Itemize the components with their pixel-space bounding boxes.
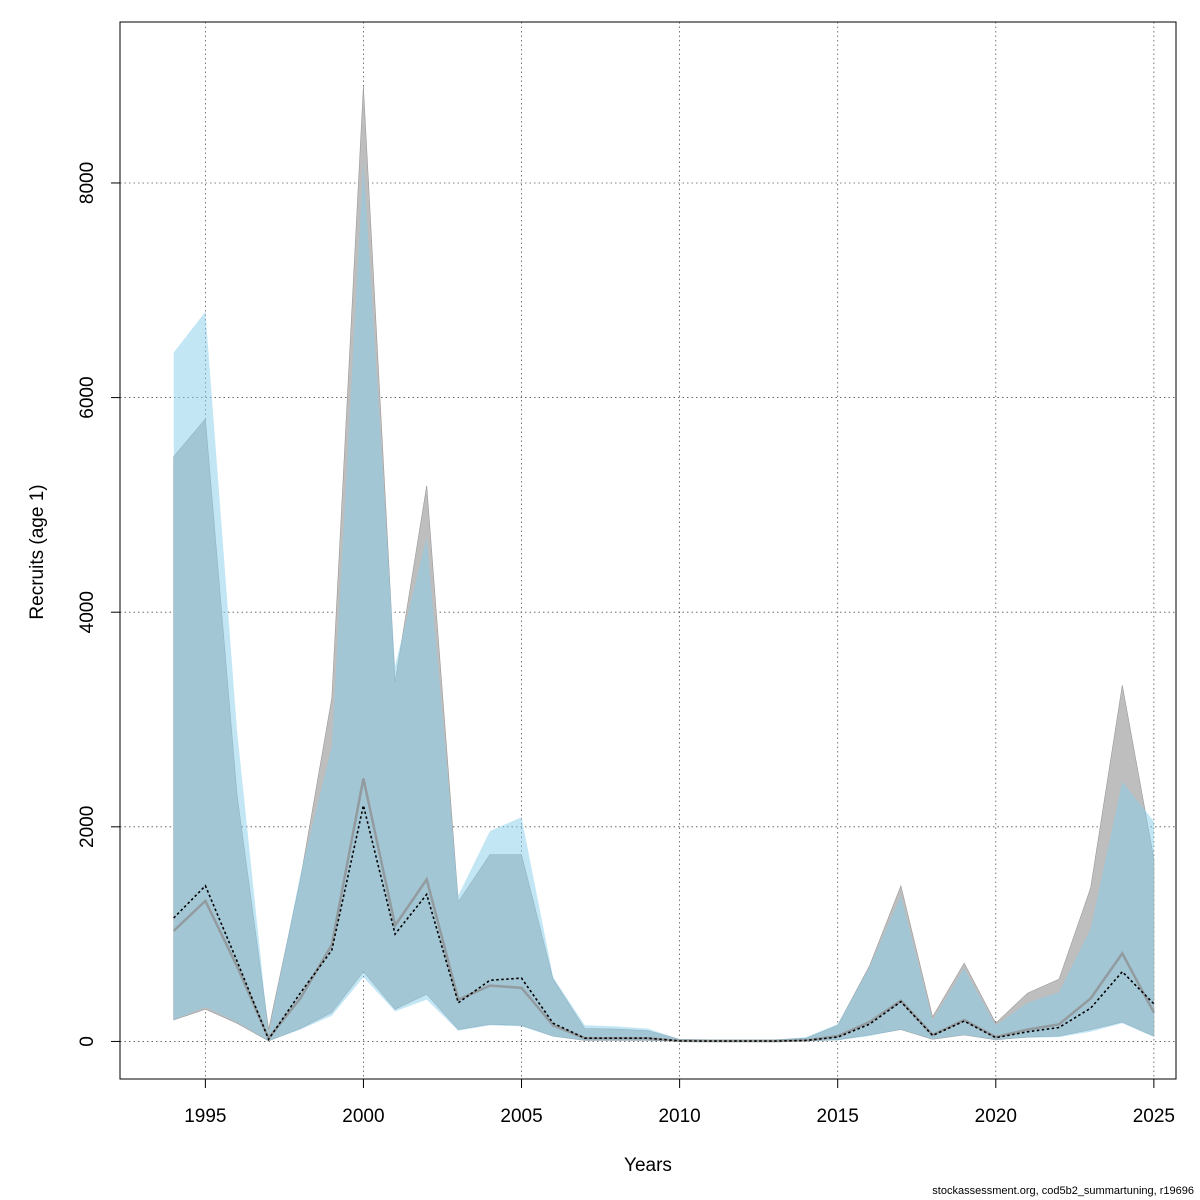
- grid-lines: [120, 22, 1176, 1079]
- estimate-lines: [172, 778, 1156, 1043]
- confidence-bands: [173, 86, 1155, 1042]
- x-tick-label-2005: 2005: [500, 1106, 542, 1127]
- footer-credit: stockassessment.org, cod5b2_summartuning…: [932, 1185, 1194, 1197]
- y-axis-title: Recruits (age 1): [27, 484, 48, 619]
- x-tick-label-2020: 2020: [975, 1106, 1017, 1127]
- plot-frame: [119, 21, 1177, 1080]
- axes: 1995 2000 2005 2010 2015 2020 2025 0 2000 4000 600…: [77, 162, 1175, 1127]
- y-tick-label-8000: 8000: [77, 162, 98, 204]
- y-tick-label-2000: 2000: [77, 806, 98, 848]
- x-tick-label-2015: 2015: [817, 1106, 859, 1127]
- estimate-line-2: [173, 805, 1155, 1042]
- y-tick-label-0: 0: [77, 1036, 98, 1047]
- x-tick-label-2025: 2025: [1133, 1106, 1175, 1127]
- y-tick-label-4000: 4000: [77, 591, 98, 633]
- x-axis-title: Years: [624, 1155, 672, 1176]
- x-tick-label-1995: 1995: [184, 1106, 226, 1127]
- x-tick-label-2000: 2000: [342, 1106, 384, 1127]
- y-tick-label-6000: 6000: [77, 376, 98, 418]
- confidence-band-2: [173, 161, 1154, 1042]
- x-tick-label-2010: 2010: [658, 1106, 700, 1127]
